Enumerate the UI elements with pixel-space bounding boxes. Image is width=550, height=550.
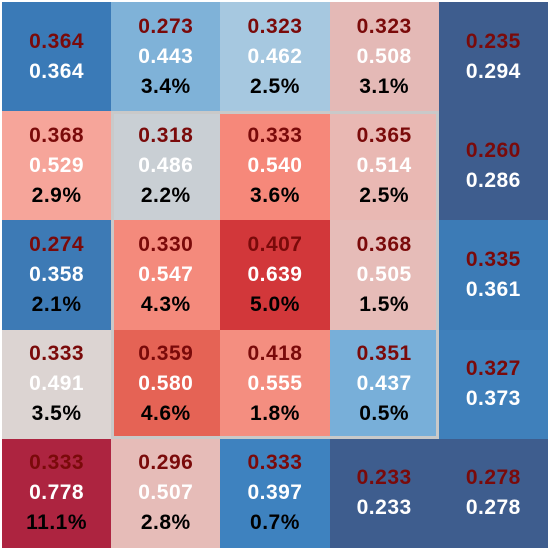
cell-value-middle: 0.443 xyxy=(138,44,194,68)
heatmap-cell: 0.327 0.373 xyxy=(438,329,548,439)
cell-value-middle: 0.233 xyxy=(356,496,412,520)
cell-value-middle: 0.462 xyxy=(247,44,303,68)
cell-value-top: 0.274 xyxy=(29,232,85,256)
cell-value-middle: 0.778 xyxy=(29,481,85,505)
heatmap-cell: 0.318 0.486 2.2% xyxy=(111,111,221,221)
cell-value-bottom: 2.9% xyxy=(31,183,82,207)
heatmap-cell: 0.418 0.555 1.8% xyxy=(220,329,330,439)
cell-value-middle: 0.486 xyxy=(138,153,194,177)
cell-value-top: 0.364 xyxy=(29,29,85,53)
cell-value-middle: 0.580 xyxy=(138,372,194,396)
heatmap-cell: 0.323 0.462 2.5% xyxy=(220,2,330,112)
cell-value-top: 0.273 xyxy=(138,14,194,38)
cell-value-top: 0.233 xyxy=(356,466,412,490)
cell-value-top: 0.278 xyxy=(465,466,521,490)
cell-value-top: 0.368 xyxy=(356,232,412,256)
cell-value-middle: 0.540 xyxy=(247,153,303,177)
cell-value-top: 0.333 xyxy=(29,451,85,475)
cell-value-bottom: 4.6% xyxy=(140,402,191,426)
heatmap-cell: 0.235 0.294 xyxy=(438,2,548,112)
heatmap-cell: 0.365 0.514 2.5% xyxy=(329,111,439,221)
cell-value-middle: 0.555 xyxy=(247,372,303,396)
cell-value-top: 0.368 xyxy=(29,123,85,147)
cell-value-middle: 0.491 xyxy=(29,372,85,396)
cell-value-middle: 0.639 xyxy=(247,262,303,286)
heatmap-cell: 0.278 0.278 xyxy=(438,438,548,548)
cell-value-bottom: 2.5% xyxy=(250,74,300,98)
cell-value-middle: 0.397 xyxy=(247,481,303,505)
heatmap-cell: 0.330 0.547 4.3% xyxy=(111,220,221,330)
cell-value-top: 0.323 xyxy=(247,14,303,38)
cell-value-top: 0.260 xyxy=(465,138,521,162)
cell-value-bottom: 3.4% xyxy=(140,74,191,98)
heatmap-cell: 0.296 0.507 2.8% xyxy=(111,438,221,548)
cell-value-middle: 0.507 xyxy=(138,481,194,505)
heatmap-cell: 0.359 0.580 4.6% xyxy=(111,329,221,439)
cell-value-top: 0.330 xyxy=(138,232,194,256)
heatmap-cell: 0.333 0.778 11.1% xyxy=(2,438,112,548)
cell-value-middle: 0.508 xyxy=(356,44,412,68)
heatmap-cell: 0.274 0.358 2.1% xyxy=(2,220,112,330)
cell-value-middle: 0.505 xyxy=(356,262,412,286)
cell-value-bottom: 1.5% xyxy=(359,292,410,316)
cell-value-middle: 0.547 xyxy=(138,262,194,286)
cell-value-bottom: 4.3% xyxy=(140,292,191,316)
cell-value-top: 0.333 xyxy=(247,451,303,475)
cell-value-bottom: 0.7% xyxy=(250,511,300,535)
cell-value-bottom: 11.1% xyxy=(26,511,88,535)
cell-value-middle: 0.437 xyxy=(356,372,412,396)
cell-value-middle: 0.286 xyxy=(465,168,521,192)
cell-value-top: 0.318 xyxy=(138,123,194,147)
cell-value-top: 0.335 xyxy=(465,247,521,271)
cell-value-top: 0.296 xyxy=(138,451,194,475)
heatmap-cell: 0.233 0.233 xyxy=(329,438,439,548)
cell-value-bottom: 2.8% xyxy=(140,511,191,535)
heatmap-cell: 0.351 0.437 0.5% xyxy=(329,329,439,439)
cell-value-middle: 0.278 xyxy=(465,496,521,520)
cell-value-bottom: 5.0% xyxy=(250,292,300,316)
cell-value-bottom: 0.5% xyxy=(359,402,410,426)
cell-value-top: 0.418 xyxy=(247,342,303,366)
heatmap-cell: 0.335 0.361 xyxy=(438,220,548,330)
heatmap-cell: 0.260 0.286 xyxy=(438,111,548,221)
cell-value-top: 0.407 xyxy=(247,232,303,256)
cell-value-bottom: 3.6% xyxy=(250,183,300,207)
cell-value-middle: 0.358 xyxy=(29,262,85,286)
cell-value-top: 0.365 xyxy=(356,123,412,147)
cell-value-top: 0.235 xyxy=(465,29,521,53)
cell-value-middle: 0.373 xyxy=(465,387,521,411)
cell-value-middle: 0.361 xyxy=(465,277,521,301)
cell-value-bottom: 3.5% xyxy=(31,402,82,426)
heatmap-cell: 0.273 0.443 3.4% xyxy=(111,2,221,112)
heatmap-cell: 0.333 0.491 3.5% xyxy=(2,329,112,439)
heatmap-cell: 0.368 0.505 1.5% xyxy=(329,220,439,330)
cell-value-top: 0.327 xyxy=(465,357,521,381)
cell-value-middle: 0.529 xyxy=(29,153,85,177)
cell-value-middle: 0.294 xyxy=(465,59,521,83)
heatmap-cell: 0.364 0.364 xyxy=(2,2,112,112)
heatmap-cell: 0.333 0.540 3.6% xyxy=(220,111,330,221)
cell-value-middle: 0.364 xyxy=(29,59,85,83)
cell-value-bottom: 2.5% xyxy=(359,183,410,207)
cell-value-top: 0.323 xyxy=(356,14,412,38)
cell-value-bottom: 2.2% xyxy=(140,183,191,207)
heatmap-cell: 0.407 0.639 5.0% xyxy=(220,220,330,330)
cell-value-bottom: 1.8% xyxy=(250,402,300,426)
cell-value-top: 0.351 xyxy=(356,342,412,366)
cell-value-bottom: 2.1% xyxy=(31,292,82,316)
cell-value-top: 0.333 xyxy=(29,342,85,366)
heatmap-cell: 0.333 0.397 0.7% xyxy=(220,438,330,548)
heatmap-cell: 0.323 0.508 3.1% xyxy=(329,2,439,112)
cell-value-top: 0.333 xyxy=(247,123,303,147)
cell-value-middle: 0.514 xyxy=(356,153,412,177)
heatmap-cell: 0.368 0.529 2.9% xyxy=(2,111,112,221)
cell-value-bottom: 3.1% xyxy=(359,74,410,98)
cell-value-top: 0.359 xyxy=(138,342,194,366)
